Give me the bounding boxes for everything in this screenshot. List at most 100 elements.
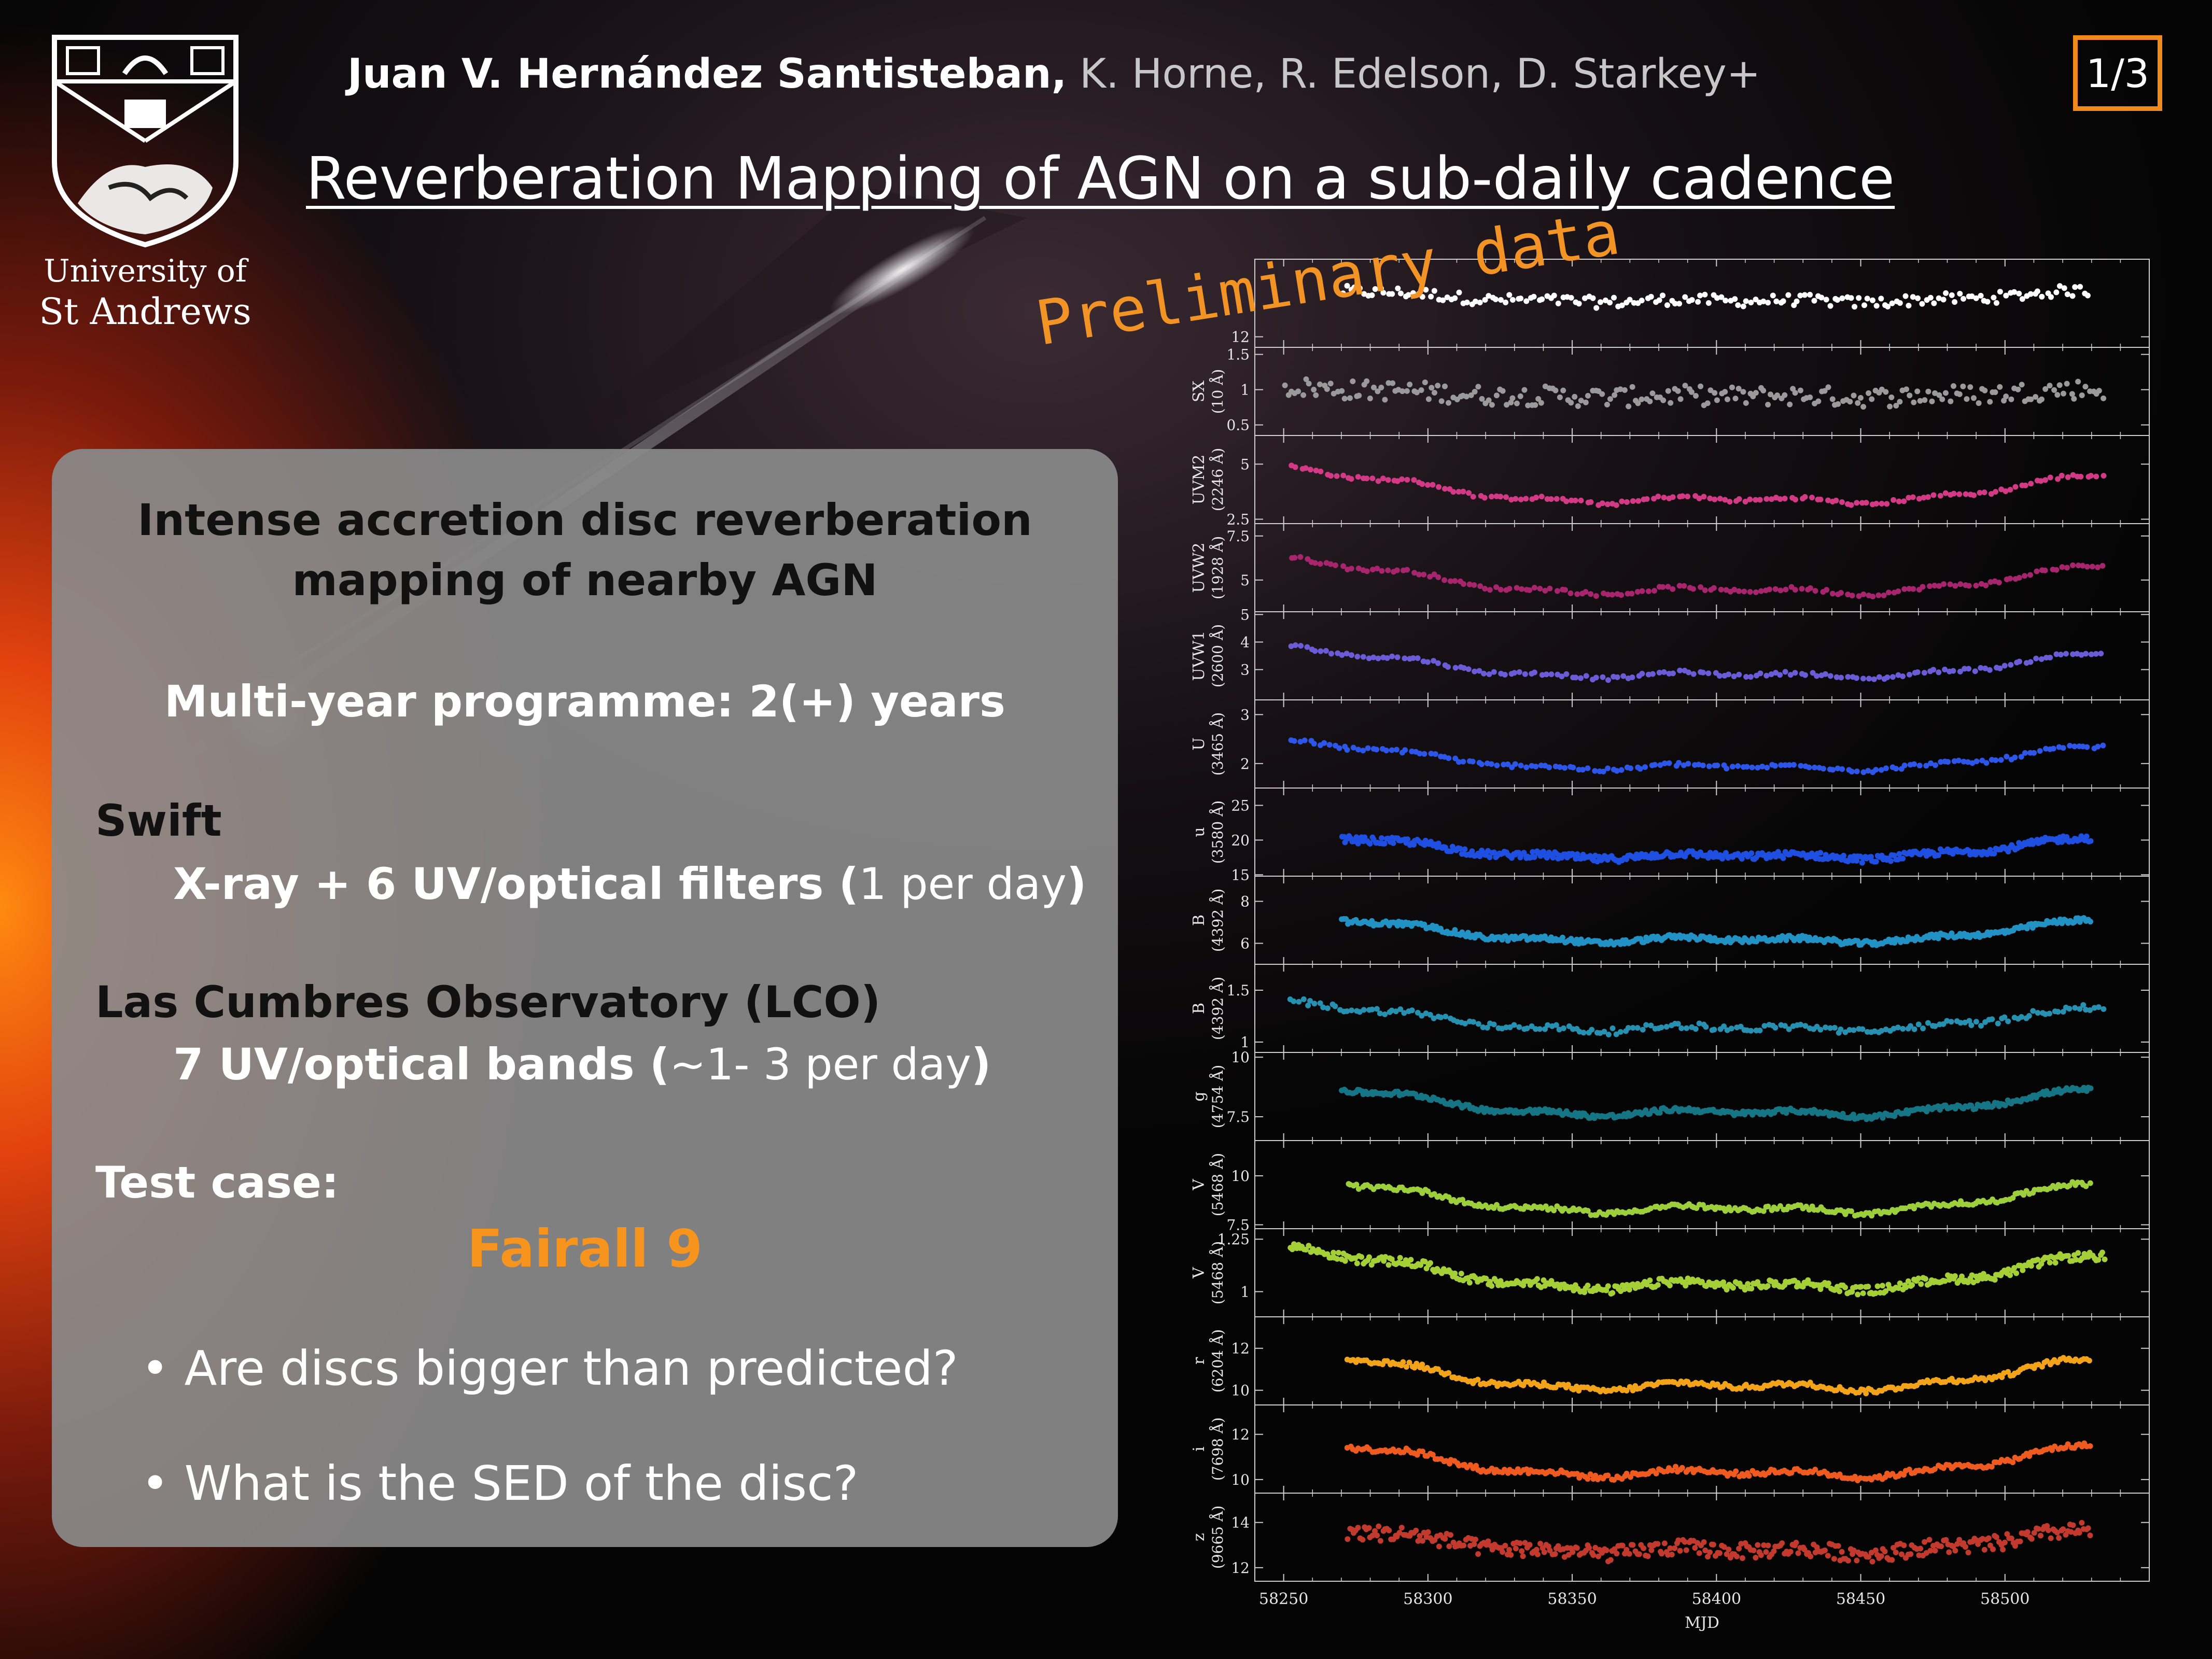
data-point [1883,1288,1889,1294]
y-tick-label: 10 [1231,1471,1250,1488]
data-point [1911,761,1917,767]
data-point [1765,1203,1771,1210]
data-point [1958,1273,1965,1280]
data-point [1648,1022,1654,1029]
data-point [2067,742,2073,749]
y-tick-label: 4 [1240,634,1250,651]
data-point [1355,747,1362,753]
data-point [1728,1025,1734,1032]
data-point [2086,1358,2092,1364]
data-point [1970,395,1977,401]
data-point [1570,764,1576,770]
data-point [1839,499,1845,505]
data-point [1859,1026,1866,1032]
data-point [1937,493,1943,499]
data-point [1580,1030,1587,1036]
data-point [1634,1025,1641,1031]
data-point [1978,581,1984,587]
data-point [1563,671,1570,677]
data-point [1684,1025,1690,1031]
data-points [1288,642,2104,683]
data-point [1482,585,1488,592]
data-point [1553,1022,1559,1028]
y-tick-label: 1.5 [1226,982,1250,999]
data-point [1317,381,1323,387]
data-point [1447,1532,1453,1538]
data-point [1707,495,1713,501]
data-point [1604,501,1611,508]
data-point [2065,474,2071,480]
data-point [1371,384,1377,390]
data-point [1718,294,1725,300]
data-point [1297,554,1304,560]
data-point [1987,579,1994,585]
data-point [1307,997,1313,1004]
data-point [1639,670,1645,677]
data-point [1925,388,1931,395]
data-point [1578,398,1584,404]
data-point [1724,396,1730,402]
data-point [1873,859,1879,865]
data-point [1854,857,1860,864]
data-point [2013,1270,2020,1276]
y-tick-label: 5 [1240,456,1250,473]
data-point [1611,294,1617,301]
data-point [1944,1018,1950,1024]
data-point [1855,400,1861,406]
data-point [1573,1383,1579,1389]
data-point [1792,390,1798,396]
data-point [1835,401,1841,407]
data-point [2084,564,2090,570]
data-point [1375,478,1381,484]
data-point [1355,474,1361,480]
data-point [1389,291,1395,297]
panel-band-wavelength: (1928 Å) [1209,536,1226,599]
data-point [1740,389,1746,395]
data-point [1914,388,1921,395]
data-point [1688,389,1695,395]
data-point [1489,402,1495,408]
data-points [1344,1440,2093,1484]
data-point [1420,658,1426,665]
light-curve-panel: 3 4 5 UVW1 (2600 Å) [1190,606,2150,700]
data-point [1726,671,1732,678]
data-point [1748,300,1754,306]
data-point [1805,1277,1811,1283]
data-point [1651,587,1658,594]
data-point [1790,762,1797,768]
data-point [1418,1262,1424,1268]
data-point [1427,1011,1433,1018]
data-point [1291,738,1297,744]
data-point [1706,763,1712,769]
data-point [1445,664,1451,670]
data-point [1479,1105,1485,1111]
data-point [1879,501,1885,507]
data-point [1621,1286,1628,1292]
data-point [1395,285,1401,291]
data-point [1443,1014,1449,1020]
data-point [1413,389,1420,396]
data-point [1723,850,1729,856]
data-point [1482,297,1488,303]
data-point [1483,1275,1489,1282]
data-point [1866,676,1872,682]
data-point [1376,1523,1382,1529]
data-point [1298,643,1304,649]
data-point [1685,494,1691,500]
data-point [2001,663,2008,669]
data-point [1394,567,1400,573]
data-point [1962,1019,1968,1025]
data-point [1639,396,1645,402]
data-point [1961,296,1967,302]
data-point [1404,388,1410,394]
data-point [1323,648,1329,654]
data-point [1486,293,1492,299]
data-point [1522,671,1528,677]
panel-frame [1254,1493,2150,1582]
data-point [1765,402,1771,408]
data-point [2078,652,2084,658]
university-crest-icon [52,35,239,248]
data-point [1807,585,1813,591]
data-point [1997,665,2003,671]
data-point [1623,499,1630,505]
